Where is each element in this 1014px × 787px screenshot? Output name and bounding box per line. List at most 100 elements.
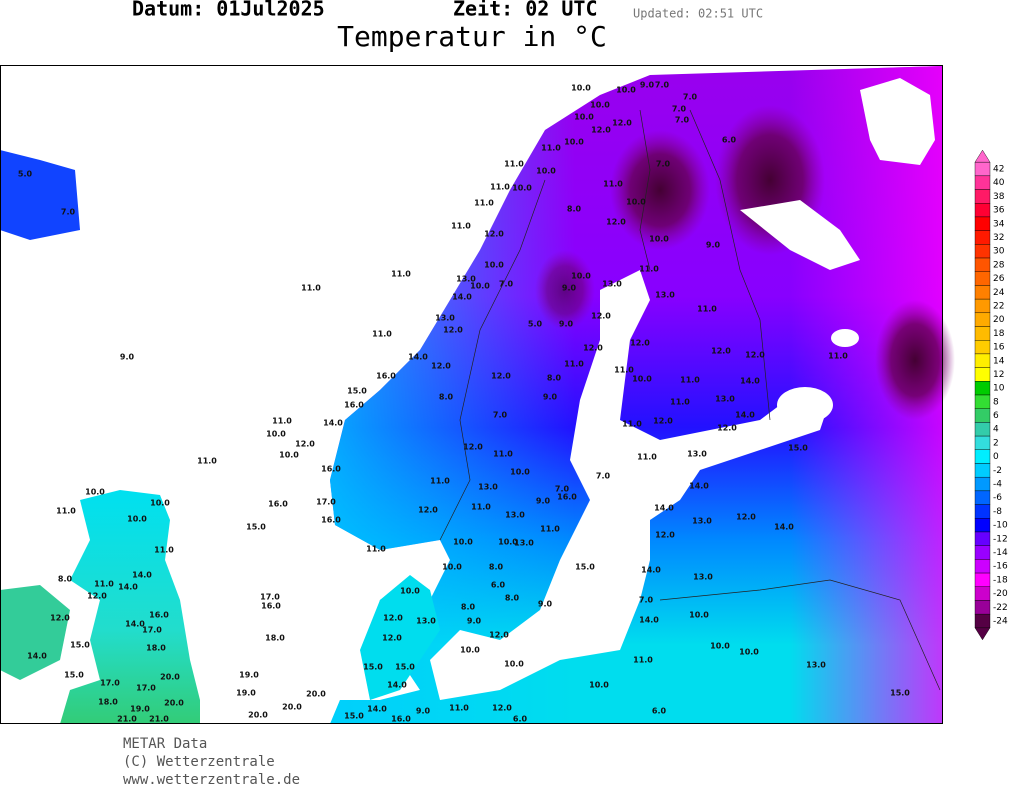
station-value: 10.0 (504, 660, 524, 669)
colorbar-tick-label: 4 (993, 425, 999, 435)
station-value: 11.0 (301, 284, 321, 293)
colorbar-cell (974, 340, 991, 355)
station-value: 10.0 (127, 515, 147, 524)
station-value: 10.0 (453, 538, 473, 547)
colorbar-cell (974, 285, 991, 300)
station-value: 12.0 (711, 347, 731, 356)
station-value: 10.0 (589, 681, 609, 690)
station-value: 15.0 (347, 387, 367, 396)
station-value: 10.0 (571, 84, 591, 93)
station-value: 13.0 (514, 539, 534, 548)
station-value: 12.0 (295, 440, 315, 449)
station-value: 10.0 (470, 282, 490, 291)
station-value: 8.0 (461, 603, 476, 612)
station-value: 11.0 (490, 183, 510, 192)
sea (860, 78, 935, 165)
station-value: 14.0 (118, 583, 138, 592)
station-value: 11.0 (272, 417, 292, 426)
station-value: 10.0 (739, 648, 759, 657)
station-value: 9.0 (120, 353, 135, 362)
station-value: 12.0 (606, 218, 626, 227)
station-value: 12.0 (717, 424, 737, 433)
station-value: 16.0 (268, 500, 288, 509)
station-value: 16.0 (149, 611, 169, 620)
colorbar-tick-label: -16 (993, 562, 1008, 572)
station-value: 19.0 (236, 689, 256, 698)
colorbar-cell (974, 545, 991, 560)
station-value: 13.0 (693, 573, 713, 582)
station-value: 8.0 (505, 594, 520, 603)
station-value: 11.0 (633, 656, 653, 665)
colorbar-tick-label: -6 (993, 493, 1002, 503)
station-value: 13.0 (456, 275, 476, 284)
station-value: 20.0 (282, 703, 302, 712)
colorbar-tick-label: -14 (993, 548, 1008, 558)
station-value: 7.0 (655, 81, 670, 90)
station-value: 5.0 (18, 170, 33, 179)
colorbar-cell (974, 175, 991, 190)
station-value: 14.0 (408, 353, 428, 362)
colorbar-tick-label: 0 (993, 452, 999, 462)
station-value: 11.0 (828, 352, 848, 361)
station-value: 7.0 (683, 93, 698, 102)
colorbar-cell (974, 216, 991, 231)
colorbar-tick-label: 14 (993, 356, 1005, 366)
station-value: 12.0 (655, 531, 675, 540)
station-value: 6.0 (491, 581, 506, 590)
station-value: 12.0 (87, 592, 107, 601)
station-value: 12.0 (612, 119, 632, 128)
colorbar-tick-label: 2 (993, 438, 999, 448)
station-value: 8.0 (489, 563, 504, 572)
station-value: 10.0 (484, 261, 504, 270)
station-value: 13.0 (416, 617, 436, 626)
station-value: 7.0 (639, 596, 654, 605)
land-uk (60, 490, 200, 724)
colorbar-tick-label: -8 (993, 507, 1002, 517)
station-value: 14.0 (452, 293, 472, 302)
station-value: 11.0 (680, 376, 700, 385)
station-value: 13.0 (655, 291, 675, 300)
station-value: 12.0 (591, 126, 611, 135)
land-denmark (360, 575, 440, 700)
station-value: 11.0 (614, 366, 634, 375)
station-value: 12.0 (484, 230, 504, 239)
colorbar-tick-label: -22 (993, 603, 1008, 613)
footer-line: METAR Data (123, 736, 207, 752)
station-value: 11.0 (474, 199, 494, 208)
station-value: 16.0 (321, 516, 341, 525)
colorbar-cell (974, 600, 991, 615)
station-value: 11.0 (449, 704, 469, 713)
station-value: 16.0 (376, 372, 396, 381)
station-value: 9.0 (467, 617, 482, 626)
colorbar-tick-label: 36 (993, 206, 1005, 216)
station-value: 15.0 (344, 712, 364, 721)
station-value: 12.0 (492, 704, 512, 713)
cold-area (875, 300, 955, 420)
station-value: 10.0 (150, 499, 170, 508)
colorbar-arrow (974, 627, 991, 641)
station-value: 11.0 (197, 457, 217, 466)
station-value: 9.0 (543, 393, 558, 402)
station-value: 11.0 (94, 580, 114, 589)
colorbar-tick-label: -12 (993, 534, 1008, 544)
colorbar-tick-label: 30 (993, 247, 1005, 257)
station-value: 17.0 (260, 593, 280, 602)
station-value: 10.0 (510, 468, 530, 477)
station-value: 14.0 (654, 504, 674, 513)
colorbar-tick-label: 38 (993, 192, 1005, 202)
station-value: 5.0 (528, 320, 543, 329)
station-value: 11.0 (430, 477, 450, 486)
station-value: 13.0 (692, 517, 712, 526)
colorbar-tick-label: -2 (993, 466, 1002, 476)
station-value: 19.0 (239, 671, 259, 680)
station-value: 17.0 (142, 626, 162, 635)
station-value: 14.0 (641, 566, 661, 575)
station-value: 17.0 (100, 679, 120, 688)
station-value: 13.0 (806, 661, 826, 670)
station-value: 10.0 (279, 451, 299, 460)
station-value: 11.0 (541, 144, 561, 153)
border (439, 179, 546, 541)
station-value: 12.0 (491, 372, 511, 381)
station-value: 10.0 (574, 113, 594, 122)
